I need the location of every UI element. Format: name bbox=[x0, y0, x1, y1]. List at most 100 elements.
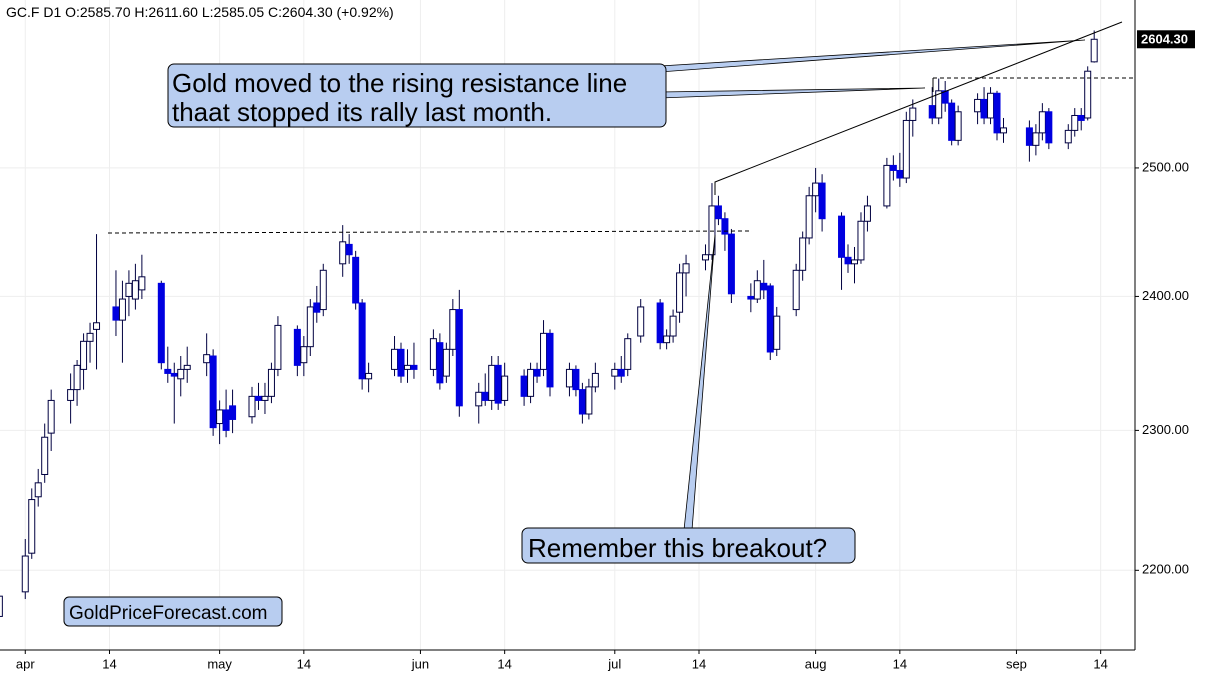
candle-body bbox=[1077, 114, 1085, 121]
candle-body bbox=[935, 90, 943, 119]
candle-body bbox=[987, 92, 995, 119]
candle-body bbox=[436, 342, 444, 384]
x-tick-label: sep bbox=[1006, 656, 1027, 671]
x-tick-label: apr bbox=[16, 656, 35, 671]
candle-body bbox=[339, 241, 347, 265]
candle-body bbox=[1071, 114, 1079, 131]
callout-text: thaat stopped its rally last month. bbox=[172, 97, 552, 127]
candle-body bbox=[617, 368, 625, 377]
candle-body bbox=[481, 391, 489, 401]
candle-body bbox=[442, 348, 450, 377]
callout-pointer bbox=[659, 87, 926, 99]
candles bbox=[0, 30, 1098, 617]
candle-body bbox=[28, 499, 36, 554]
candle-body bbox=[1064, 129, 1072, 144]
x-tick-label: 14 bbox=[692, 656, 706, 671]
candle-body bbox=[293, 328, 301, 366]
watermark: GoldPriceForecast.com bbox=[63, 596, 283, 627]
candle-body bbox=[909, 107, 917, 121]
candle-body bbox=[118, 298, 126, 321]
x-tick-label: jun bbox=[411, 656, 429, 671]
last-price-box bbox=[1137, 30, 1195, 49]
candle-body bbox=[86, 332, 94, 342]
candle-body bbox=[261, 395, 269, 401]
candle-body bbox=[980, 98, 988, 119]
candle-body bbox=[358, 302, 366, 380]
candle-body bbox=[747, 295, 755, 300]
candle-body bbox=[267, 368, 275, 397]
candle-body bbox=[520, 375, 528, 397]
candle-body bbox=[540, 332, 548, 370]
candle-body bbox=[676, 272, 684, 313]
candle-body bbox=[948, 102, 956, 141]
candle-body bbox=[300, 346, 308, 364]
candle-body bbox=[993, 92, 1001, 134]
candle-body bbox=[397, 348, 405, 377]
callout-resistance: Gold moved to the rising resistance line… bbox=[167, 39, 1086, 128]
candle-body bbox=[902, 119, 910, 179]
candle-body bbox=[222, 409, 230, 431]
candle-body bbox=[799, 237, 807, 271]
candle-body bbox=[954, 111, 962, 141]
candle-body bbox=[708, 205, 716, 256]
resistance-dashed bbox=[107, 230, 753, 234]
candle-body bbox=[501, 375, 509, 401]
candle-body bbox=[131, 280, 139, 300]
x-tick-label: 14 bbox=[297, 656, 311, 671]
candle-body bbox=[229, 405, 237, 420]
x-tick-label: may bbox=[207, 656, 232, 671]
candle-body bbox=[669, 315, 677, 337]
candle-body bbox=[449, 309, 457, 350]
candle-body bbox=[345, 243, 353, 256]
x-tick-label: 14 bbox=[1093, 656, 1107, 671]
candle-body bbox=[1084, 70, 1092, 119]
callout-breakout: Remember this breakout? bbox=[521, 234, 856, 564]
candle-body bbox=[812, 182, 820, 197]
candle-body bbox=[183, 364, 191, 370]
callout-pointer bbox=[659, 39, 1086, 73]
y-tick-label: 2400.00 bbox=[1142, 288, 1189, 303]
callout-text: Gold moved to the rising resistance line bbox=[172, 68, 627, 98]
candle-body bbox=[67, 389, 75, 401]
candle-body bbox=[714, 205, 722, 220]
candle-body bbox=[838, 215, 846, 258]
candle-body bbox=[682, 263, 690, 274]
candle-body bbox=[857, 220, 865, 261]
candle-body bbox=[527, 368, 535, 397]
candle-body bbox=[488, 364, 496, 401]
watermark-text: GoldPriceForecast.com bbox=[69, 603, 268, 624]
candle-body bbox=[1038, 111, 1046, 134]
candle-body bbox=[565, 368, 573, 388]
candle-body bbox=[585, 386, 593, 415]
candle-body bbox=[889, 164, 897, 171]
callout-box bbox=[167, 63, 667, 128]
candle-body bbox=[546, 332, 554, 388]
candle-body bbox=[429, 338, 437, 370]
candle-body bbox=[34, 482, 42, 498]
candle-body bbox=[319, 269, 327, 311]
candle-body bbox=[203, 354, 211, 364]
candle-body bbox=[455, 309, 463, 407]
candle-body bbox=[753, 280, 761, 300]
candle-body bbox=[850, 259, 858, 265]
x-tick-label: 14 bbox=[497, 656, 511, 671]
candle-body bbox=[93, 322, 101, 330]
candle-body bbox=[403, 364, 411, 370]
callout-box bbox=[521, 527, 856, 564]
candle-body bbox=[1025, 127, 1033, 146]
candle-body bbox=[73, 364, 81, 391]
x-tick-label: jul bbox=[607, 656, 621, 671]
candle-body bbox=[792, 269, 800, 311]
candle-body bbox=[818, 182, 826, 220]
candle-body bbox=[157, 282, 165, 364]
candle-body bbox=[999, 127, 1007, 134]
candle-body bbox=[578, 389, 586, 415]
rising-resistance bbox=[714, 21, 1123, 195]
candle-body bbox=[1045, 111, 1053, 144]
y-tick-label: 2300.00 bbox=[1142, 422, 1189, 437]
last-price-label: 2604.30 bbox=[1141, 32, 1188, 47]
candle-body bbox=[624, 338, 632, 370]
candle-body bbox=[170, 372, 178, 377]
candle-body bbox=[475, 391, 483, 407]
candle-body bbox=[47, 399, 55, 434]
